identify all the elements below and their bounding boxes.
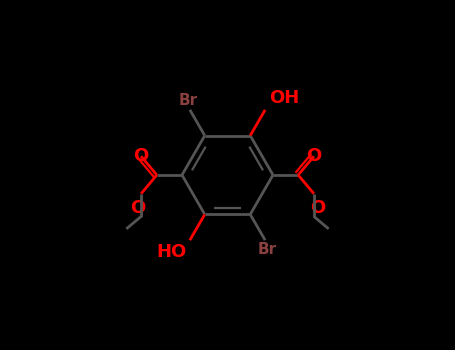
Text: OH: OH <box>268 89 299 107</box>
Text: Br: Br <box>178 93 197 108</box>
Text: O: O <box>306 147 322 165</box>
Text: Br: Br <box>258 242 277 257</box>
Text: O: O <box>133 147 149 165</box>
Text: O: O <box>130 199 145 217</box>
Text: O: O <box>310 199 325 217</box>
Text: HO: HO <box>156 243 187 261</box>
